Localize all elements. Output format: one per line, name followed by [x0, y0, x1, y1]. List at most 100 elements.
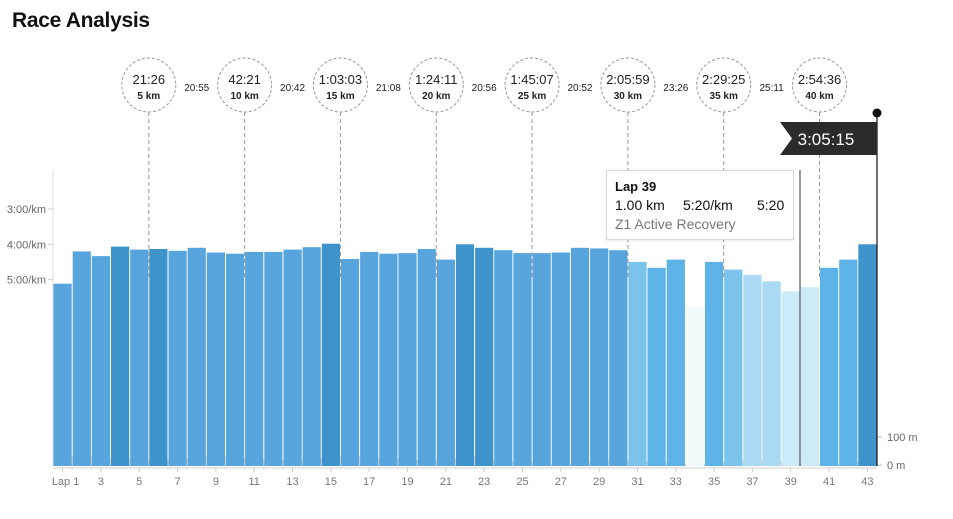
lap-bar: [685, 307, 705, 466]
split-distance: 20 km: [422, 91, 450, 102]
split-distance: 15 km: [326, 91, 354, 102]
lap-bar: [398, 253, 417, 466]
split-time: 42:21: [228, 72, 261, 87]
lap-bar: [91, 256, 110, 466]
tooltip-pace: 5:20/km: [683, 197, 733, 213]
finish-marker: 3:05:15: [780, 108, 882, 466]
split-circle: [312, 57, 368, 113]
lap-bar: [321, 243, 340, 466]
lap-bar: [820, 267, 839, 466]
lap-bar: [149, 249, 168, 466]
tooltip-zone: Z1 Active Recovery: [615, 216, 736, 232]
lap-bar: [53, 283, 72, 466]
pace-tick-label: 4:00/km: [7, 239, 46, 251]
lap-bar: [647, 267, 666, 466]
lap-bar: [839, 259, 858, 466]
split-interval: 23:26: [663, 83, 688, 94]
split-distance: 5 km: [137, 91, 160, 102]
split-circle: [217, 57, 273, 113]
lap-bar: [762, 281, 781, 466]
lap-bar: [436, 259, 455, 466]
lap-bar: [187, 247, 206, 466]
split-interval: 25:11: [759, 83, 784, 94]
split-markers: 21:26 5 km 42:21 10 km 1:03:03 15 km 1:24:11 20…: [121, 57, 848, 280]
lap-tick-label: 3: [98, 476, 104, 488]
split-time: 2:29:25: [702, 72, 745, 87]
lap-tick-label: 21: [440, 476, 452, 488]
split-circle: [408, 57, 464, 113]
split-circle: [504, 57, 560, 113]
tooltip-lap: Lap 39: [615, 179, 657, 194]
lap-tooltip: Lap 39 1.00 km 5:20/km 5:20 Z1 Active Re…: [606, 170, 794, 240]
gridlines: [52, 170, 877, 469]
split-interval: 20:42: [280, 83, 305, 94]
split-circle: [121, 57, 177, 113]
lap-bar: [628, 261, 647, 466]
split-time: 21:26: [133, 72, 166, 87]
lap-tick-label: 13: [286, 476, 298, 488]
lap-tick-label: 15: [325, 476, 337, 488]
tooltip-distance: 1.00 km: [615, 197, 665, 213]
pace-tick-label: 3:00/km: [7, 204, 46, 216]
split-interval: 20:56: [472, 83, 497, 94]
lap-bar: [551, 252, 570, 466]
split-distance: 25 km: [518, 91, 546, 102]
split-circle: [696, 57, 752, 113]
lap-bar: [245, 251, 264, 466]
split-interval: 20:52: [567, 83, 592, 94]
elevation-tick-label: 100 m: [887, 432, 918, 444]
lap-tick-label: 43: [861, 476, 873, 488]
tooltip-time: 5:20: [757, 197, 785, 213]
split-time: 1:45:07: [510, 72, 553, 87]
lap-bar: [781, 291, 800, 466]
lap-bars: [53, 243, 877, 466]
lap-bar: [340, 259, 360, 466]
lap-bar: [360, 251, 379, 466]
lap-tick-label: 41: [823, 476, 835, 488]
finish-flag: [780, 122, 877, 155]
lap-tick-label: 25: [516, 476, 528, 488]
lap-bar: [609, 250, 628, 466]
split-distance: 10 km: [230, 91, 258, 102]
lap-axis: Lap 1 3 5 7 9 11 13 15 17 19 21 23 25 27 29 31 33 35 37 39 4…: [52, 468, 874, 488]
lap-bar: [283, 249, 302, 466]
lap-bar: [206, 252, 225, 466]
lap-bar: [302, 247, 321, 466]
finish-time: 3:05:15: [798, 130, 855, 149]
split-time: 1:03:03: [319, 72, 362, 87]
lap-bar: [494, 250, 513, 466]
lap-bar: [743, 274, 762, 466]
lap-bar: [570, 247, 590, 466]
lap-tick-label: Lap 1: [52, 476, 80, 488]
split-circle: [600, 57, 656, 113]
lap-bar: [724, 269, 743, 466]
lap-bar: [226, 253, 245, 466]
elevation-axis: 100 m 0 m: [877, 432, 918, 472]
lap-bar: [72, 251, 91, 466]
split-distance: 30 km: [614, 91, 642, 102]
lap-bar: [666, 259, 685, 466]
split-circle: [792, 57, 848, 113]
split-interval: 21:08: [376, 83, 401, 94]
lap-tick-label: 39: [785, 476, 797, 488]
page-title: Race Analysis: [12, 9, 150, 32]
lap-tick-label: 29: [593, 476, 605, 488]
lap-tick-label: 9: [213, 476, 219, 488]
lap-tick-label: 17: [363, 476, 375, 488]
lap-bar: [513, 253, 532, 466]
lap-tick-label: 7: [174, 476, 180, 488]
lap-bar: [475, 247, 494, 466]
split-time: 2:54:36: [798, 72, 841, 87]
lap-tick-label: 33: [670, 476, 682, 488]
pace-tick-label: 5:00/km: [7, 275, 46, 287]
lap-bar: [264, 251, 283, 466]
lap-bar: [168, 250, 187, 466]
lap-tick-label: 31: [631, 476, 643, 488]
lap-tick-label: 27: [555, 476, 567, 488]
split-time: 1:24:11: [415, 72, 457, 87]
lap-tick-label: 5: [136, 476, 142, 488]
lap-bar: [379, 253, 398, 466]
lap-tick-label: 23: [478, 476, 490, 488]
lap-bar: [111, 246, 130, 466]
lap-bar: [130, 249, 149, 466]
